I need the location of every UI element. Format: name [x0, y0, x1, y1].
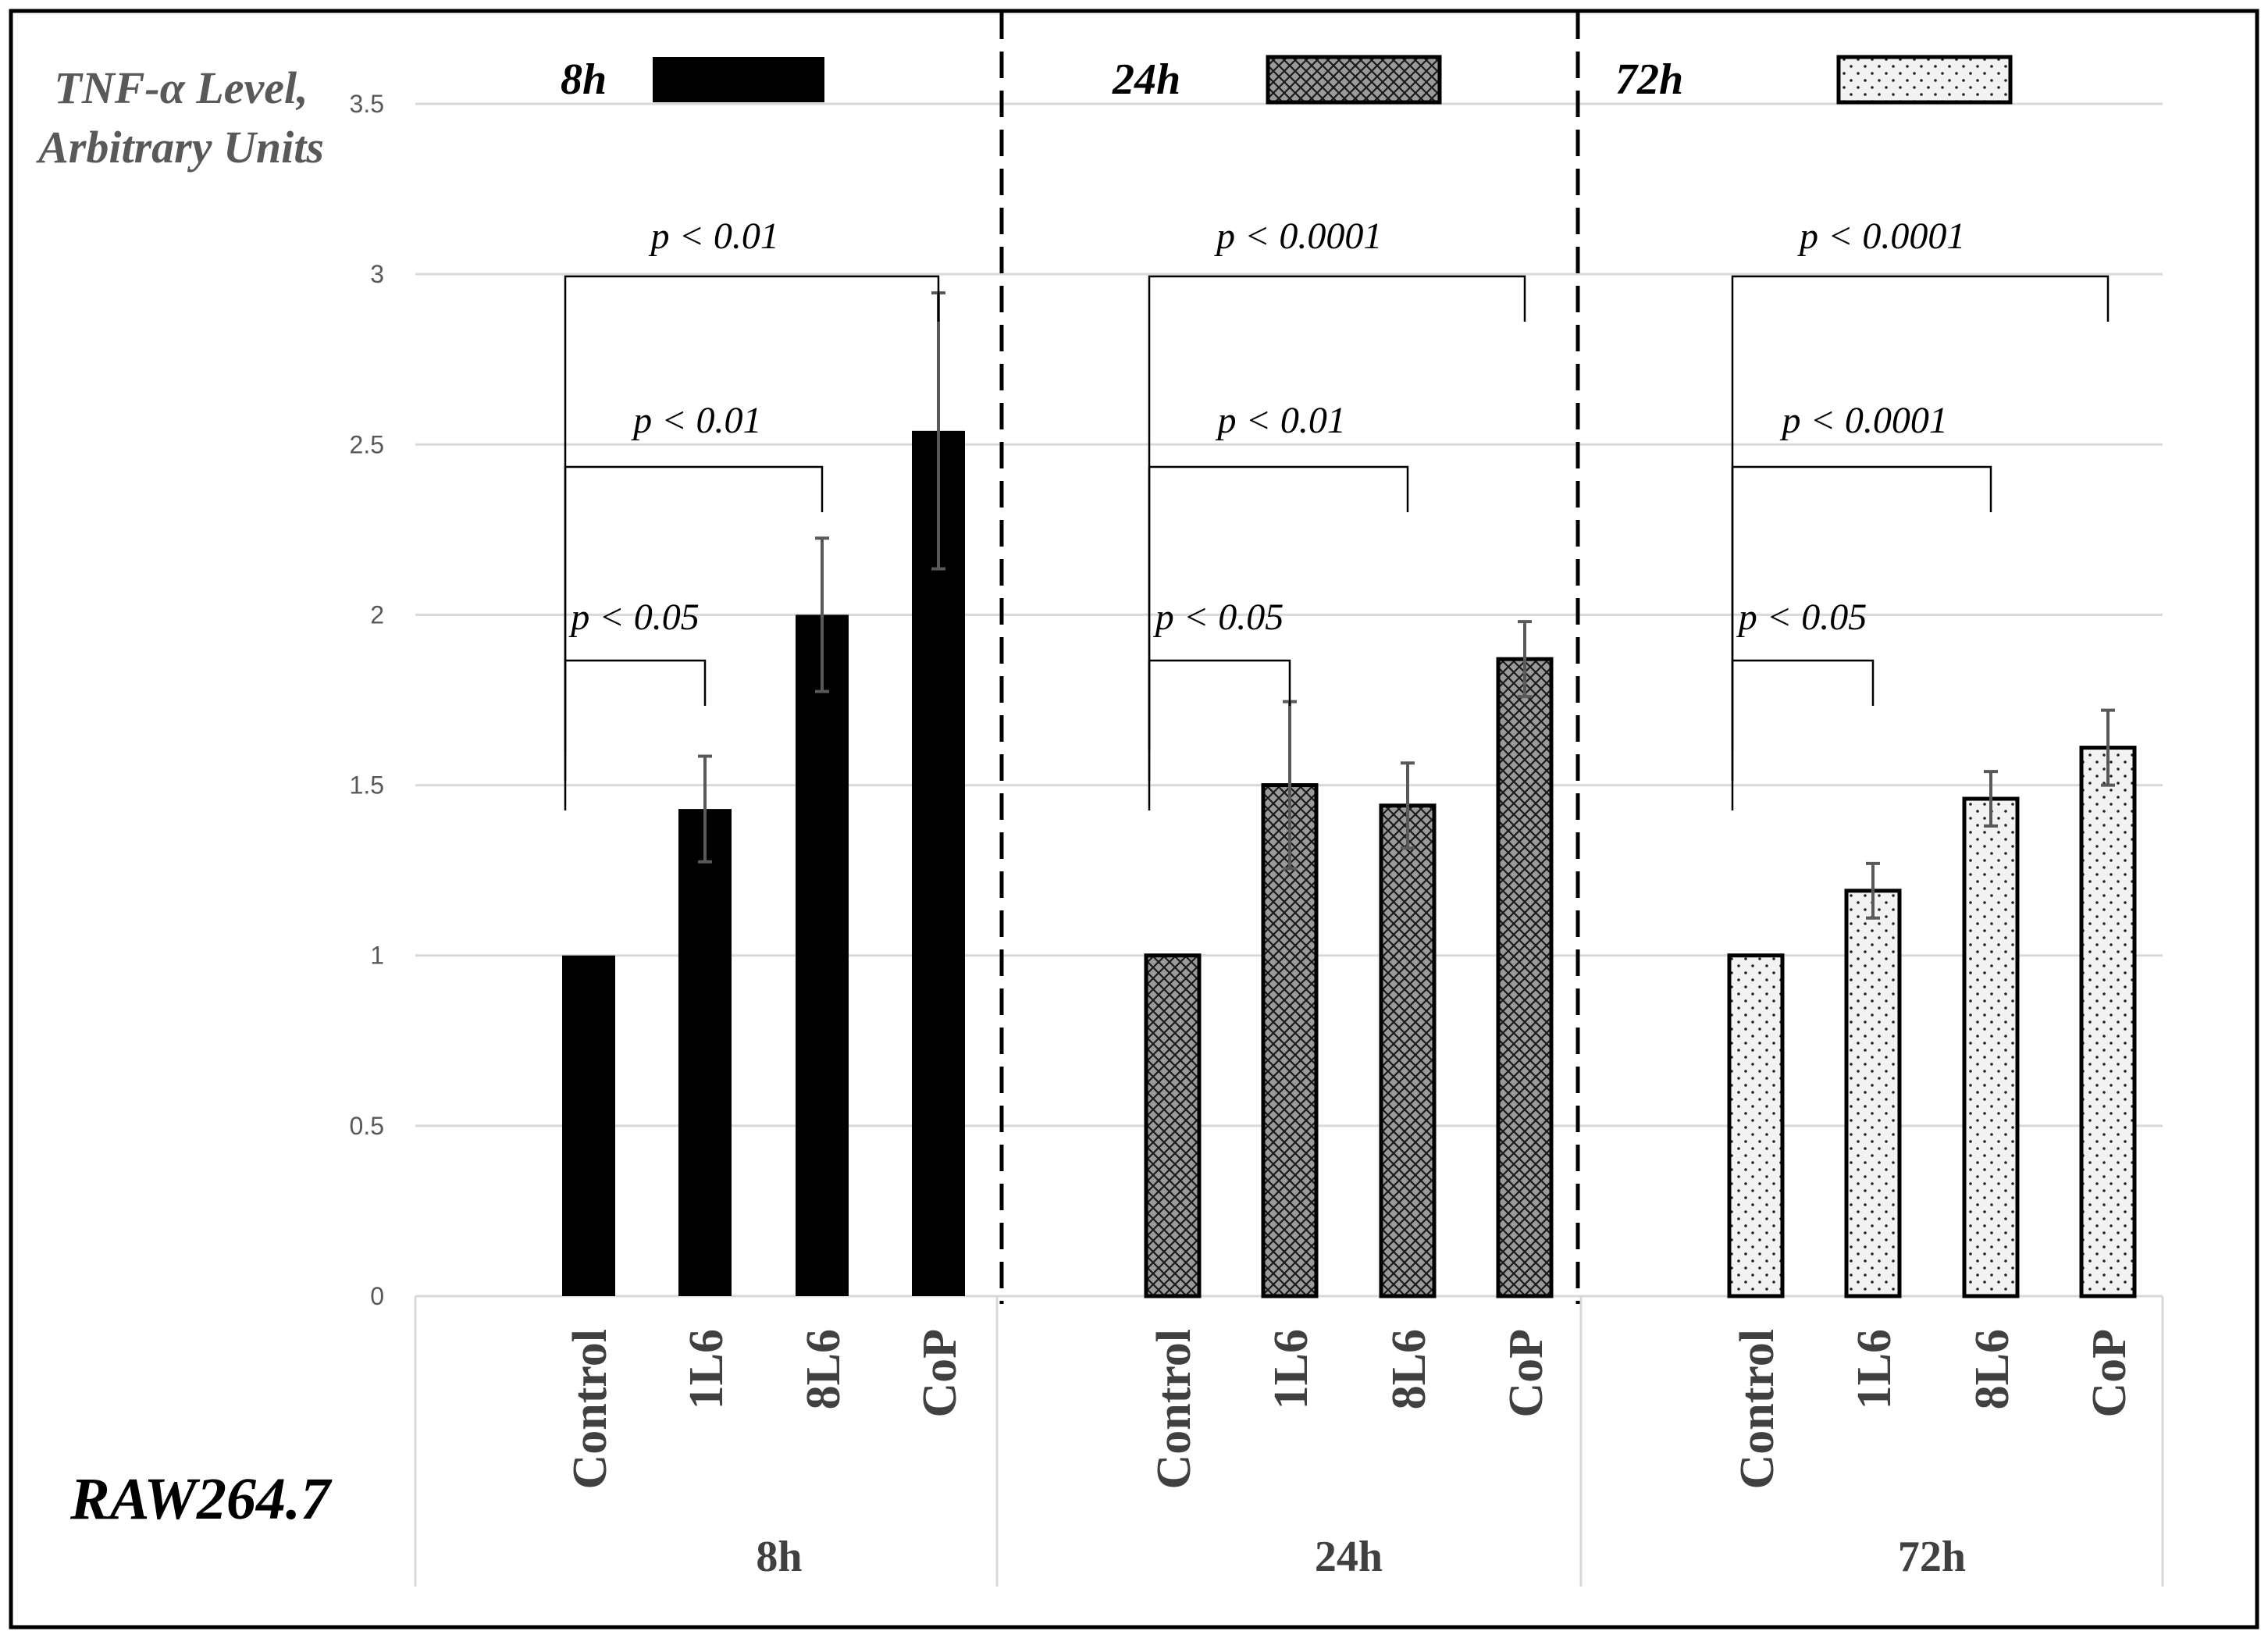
legend-swatch — [1266, 55, 1442, 105]
y-tick-label: 0.5 — [350, 1112, 384, 1140]
bar — [562, 955, 615, 1296]
legend-label: 24h — [1112, 55, 1180, 104]
p-value-label: p < 0.01 — [1215, 400, 1345, 441]
bar — [1144, 953, 1202, 1298]
category-labels: Control 1L6 8L6 CoP Control 1L6 8L6 CoP Control 1… — [564, 1329, 2136, 1490]
significance-bracket — [564, 659, 707, 810]
group-label: 8h — [756, 1533, 802, 1581]
category-label: CoP — [1500, 1329, 1553, 1418]
legend-label: 8h — [561, 55, 607, 104]
bar — [796, 614, 849, 1296]
p-value-label: p < 0.05 — [1736, 597, 1867, 638]
bar — [1844, 889, 1902, 1298]
bar — [2079, 746, 2137, 1298]
p-value-label: p < 0.01 — [631, 400, 761, 441]
group-dividers — [999, 12, 1580, 1304]
group-label: 72h — [1898, 1533, 1966, 1581]
category-label: 8L6 — [1966, 1329, 2019, 1409]
significance-bracket — [564, 275, 940, 751]
y-tick-label: 3.5 — [350, 90, 384, 118]
significance-bracket — [1731, 275, 2110, 751]
category-label: CoP — [2083, 1329, 2136, 1418]
category-label: 8L6 — [1383, 1329, 1436, 1409]
category-label: 1L6 — [680, 1329, 733, 1409]
group-labels: 8h 24h 72h — [756, 1533, 1966, 1581]
legend-label: 72h — [1615, 55, 1683, 104]
y-axis-ticks: 0 0.5 1 1.5 2 2.5 3 3.5 — [350, 90, 384, 1310]
category-label: Control — [1731, 1329, 1784, 1490]
category-label: Control — [1148, 1329, 1201, 1490]
y-tick-label: 3 — [370, 260, 384, 288]
p-value-label: p < 0.05 — [1153, 597, 1284, 638]
significance-bracket — [1731, 659, 1875, 810]
figure-frame — [9, 9, 2259, 1630]
category-label: CoP — [913, 1329, 967, 1418]
legend-swatch — [653, 57, 824, 102]
category-label: 8L6 — [797, 1329, 850, 1409]
y-tick-label: 1 — [370, 942, 384, 970]
p-value-label: p < 0.05 — [568, 597, 699, 638]
y-tick-label: 1.5 — [350, 771, 384, 800]
significance-bracket — [1148, 275, 1526, 751]
bar — [678, 809, 732, 1296]
bars — [562, 430, 2137, 1298]
y-tick-label: 2 — [370, 600, 384, 629]
error-bars — [698, 291, 2115, 920]
bar — [1379, 803, 1437, 1298]
y-axis-title-line-2: Arbitrary Units — [36, 122, 324, 173]
legend-swatch — [1836, 55, 2013, 105]
y-axis-title-line-1: TNF-α Level, — [54, 62, 308, 113]
bar — [1962, 796, 2020, 1298]
p-value-label: p < 0.0001 — [1214, 215, 1382, 257]
bar — [912, 430, 965, 1297]
category-label: 1L6 — [1848, 1329, 1901, 1409]
bar — [1727, 953, 1785, 1298]
legend: 8h 24h 72h — [561, 55, 2013, 105]
significance-brackets: p < 0.05 p < 0.01 p < 0.01 p < 0.05 p < 0.01… — [564, 215, 2110, 810]
y-tick-label: 0 — [370, 1282, 384, 1310]
bar — [1496, 657, 1554, 1298]
p-value-label: p < 0.01 — [649, 215, 779, 257]
p-value-label: p < 0.0001 — [1779, 400, 1947, 441]
p-value-label: p < 0.0001 — [1797, 215, 1965, 257]
category-label: Control — [564, 1329, 617, 1490]
cell-line-label: RAW264.7 — [69, 1466, 333, 1532]
y-tick-label: 2.5 — [350, 430, 384, 458]
category-label: 1L6 — [1265, 1329, 1318, 1409]
group-label: 24h — [1315, 1533, 1383, 1581]
